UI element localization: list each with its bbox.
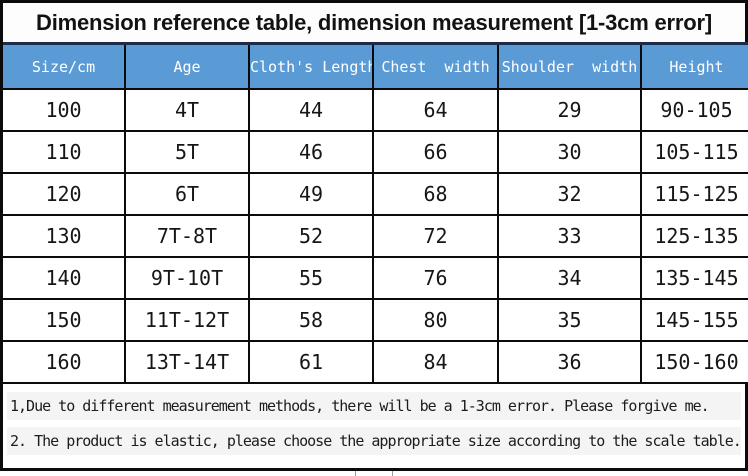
table-cell: 66: [372, 130, 499, 174]
table-cell: 34: [497, 256, 642, 300]
table-cell: 29: [497, 88, 642, 132]
table-cell: 110: [3, 130, 126, 174]
table-row: 110 5T 46 66 30 105-115: [3, 130, 748, 174]
table-cell: 135-145: [640, 256, 748, 300]
column-header-age: Age: [124, 43, 250, 90]
table-cell: 32: [497, 172, 642, 216]
table-cell: 52: [248, 214, 374, 258]
table-cell: 44: [248, 88, 374, 132]
table-cell: 150-160: [640, 340, 748, 384]
below-table-margin: [0, 471, 748, 476]
table-header: Size/cm Age Cloth's Length Chest width S…: [3, 43, 748, 90]
table-cell: 105-115: [640, 130, 748, 174]
table-cell: 64: [372, 88, 499, 132]
table-row: 120 6T 49 68 32 115-125: [3, 172, 748, 216]
table-cell: 100: [3, 88, 126, 132]
table-cell: 46: [248, 130, 374, 174]
table-cell: 55: [248, 256, 374, 300]
footnote-elastic-sizing: 2. The product is elastic, please choose…: [7, 427, 741, 455]
table-cell: 76: [372, 256, 499, 300]
table-cell: 140: [3, 256, 126, 300]
table-cell: 33: [497, 214, 642, 258]
title-row: Dimension reference table, dimension mea…: [3, 3, 745, 42]
table-row: 140 9T-10T 55 76 34 135-145: [3, 256, 748, 300]
table-cell: 72: [372, 214, 499, 258]
table-row: 100 4T 44 64 29 90-105: [3, 88, 748, 132]
footnotes: 1,Due to different measurement methods, …: [3, 384, 745, 468]
table-cell: 4T: [124, 88, 250, 132]
table-cell: 150: [3, 298, 126, 342]
column-header-chest-width: Chest width: [372, 43, 499, 90]
table-cell: 160: [3, 340, 126, 384]
table-row: 160 13T-14T 61 84 36 150-160: [3, 340, 748, 384]
column-header-shoulder-width: Shoulder width: [497, 43, 642, 90]
header-row: Size/cm Age Cloth's Length Chest width S…: [3, 43, 748, 90]
table-cell: 80: [372, 298, 499, 342]
footnote-measurement-error: 1,Due to different measurement methods, …: [7, 392, 741, 420]
table-cell: 13T-14T: [124, 340, 250, 384]
table-cell: 61: [248, 340, 374, 384]
gridline-stub: [392, 471, 393, 476]
column-header-height: Height: [640, 43, 748, 90]
column-header-size: Size/cm: [3, 43, 126, 90]
table-cell: 6T: [124, 172, 250, 216]
table-cell: 11T-12T: [124, 298, 250, 342]
gridline-stub: [355, 471, 356, 476]
table-cell: 58: [248, 298, 374, 342]
table-cell: 5T: [124, 130, 250, 174]
table-cell: 130: [3, 214, 126, 258]
table-cell: 68: [372, 172, 499, 216]
table-cell: 35: [497, 298, 642, 342]
page-title: Dimension reference table, dimension mea…: [36, 9, 712, 35]
table-cell: 9T-10T: [124, 256, 250, 300]
table-cell: 49: [248, 172, 374, 216]
table-cell: 84: [372, 340, 499, 384]
table-row: 150 11T-12T 58 80 35 145-155: [3, 298, 748, 342]
column-header-cloth-length: Cloth's Length: [248, 43, 374, 90]
table-cell: 30: [497, 130, 642, 174]
table-cell: 7T-8T: [124, 214, 250, 258]
table-cell: 36: [497, 340, 642, 384]
table-row: 130 7T-8T 52 72 33 125-135: [3, 214, 748, 258]
table-cell: 145-155: [640, 298, 748, 342]
table-body: 100 4T 44 64 29 90-105 110 5T 46 66 30 1…: [3, 88, 748, 384]
table-cell: 90-105: [640, 88, 748, 132]
table-cell: 120: [3, 172, 126, 216]
table-cell: 115-125: [640, 172, 748, 216]
table-cell: 125-135: [640, 214, 748, 258]
size-reference-table: Size/cm Age Cloth's Length Chest width S…: [3, 42, 748, 384]
